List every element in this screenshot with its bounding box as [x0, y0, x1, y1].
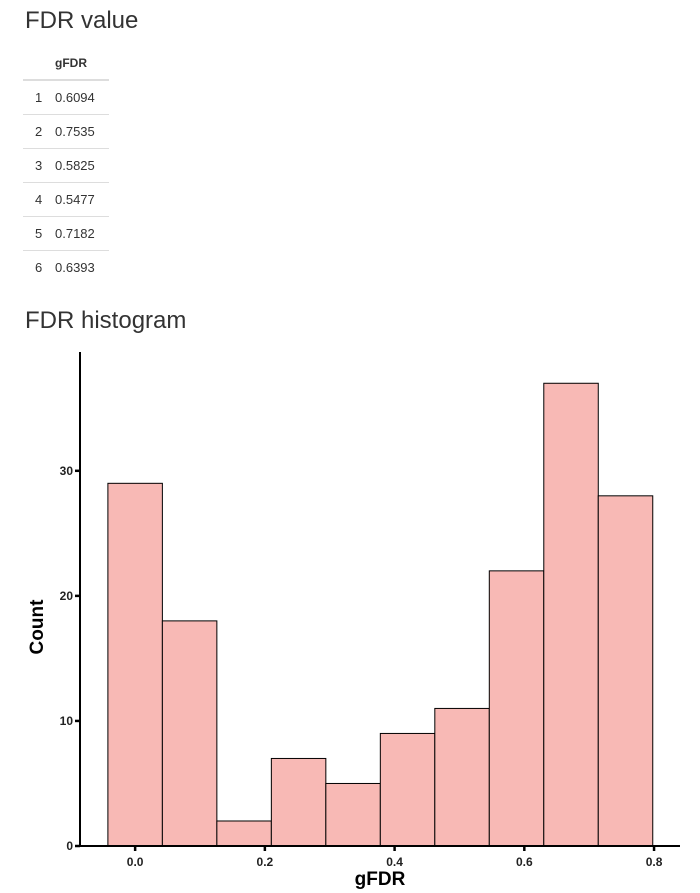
table-row: 6 0.6393 [23, 250, 109, 284]
row-index: 5 [23, 216, 55, 251]
row-index: 4 [23, 182, 55, 217]
x-tick-label: 0.0 [127, 855, 144, 869]
row-gfdr-value: 0.6094 [55, 90, 95, 105]
histogram-bar-2 [161, 620, 218, 847]
row-gfdr-value: 0.5477 [55, 182, 109, 217]
histogram-bar-8 [488, 570, 545, 847]
x-tick-label: 0.2 [257, 855, 274, 869]
table-header-gfdr: gFDR [55, 47, 109, 81]
table-row: 5 0.7182 [23, 216, 109, 251]
row-gfdr-value: 0.7182 [55, 216, 109, 251]
histogram-bar-7 [434, 707, 490, 847]
histogram-bar-10 [597, 495, 654, 847]
row-index: 6 [23, 250, 55, 284]
fdr-value-table: gFDR 1 0.6094 2 0.7535 3 0.5825 4 0.5477… [23, 47, 109, 284]
chart-ticks: 0 10 20 30 0.0 0.2 0.4 0.6 0.8 [60, 464, 663, 869]
histogram-bar-6 [379, 732, 436, 847]
y-tick-label: 30 [60, 464, 74, 478]
y-axis-title: Count [27, 599, 48, 655]
histogram-bar-1 [107, 482, 163, 847]
row-index: 3 [23, 148, 55, 183]
table-header-index [23, 47, 55, 81]
row-gfdr-value: 0.6393 [55, 250, 109, 284]
y-tick-label: 20 [60, 589, 74, 603]
fdr-histogram-chart: 0 10 20 30 0.0 0.2 0.4 0.6 0.8 Count gFDR [27, 352, 680, 890]
row-index: 1 [35, 90, 43, 105]
histogram-bars [107, 382, 654, 847]
histogram-bar-9 [543, 382, 599, 847]
histogram-bar-5 [325, 782, 381, 847]
x-tick-label: 0.4 [386, 855, 403, 869]
table-row: 4 0.5477 [23, 182, 109, 217]
table-header-row: gFDR [23, 47, 109, 81]
y-tick-label: 10 [60, 714, 74, 728]
row-index: 2 [23, 114, 55, 149]
table-row: 1 0.6094 [23, 80, 109, 115]
table-row: 2 0.7535 [23, 114, 109, 149]
x-tick-label: 0.8 [646, 855, 663, 869]
fdr-histogram-title: FDR histogram [25, 307, 187, 334]
x-tick-label: 0.6 [516, 855, 533, 869]
x-axis-title: gFDR [355, 869, 406, 890]
histogram-bar-3 [216, 820, 272, 847]
chart-axes [79, 352, 680, 847]
table-row: 3 0.5825 [23, 148, 109, 183]
row-gfdr-value: 0.7535 [55, 114, 109, 149]
histogram-bar-4 [270, 757, 327, 847]
fdr-value-title: FDR value [25, 7, 139, 34]
row-gfdr-value: 0.5825 [55, 148, 109, 183]
y-tick-label: 0 [66, 839, 73, 853]
